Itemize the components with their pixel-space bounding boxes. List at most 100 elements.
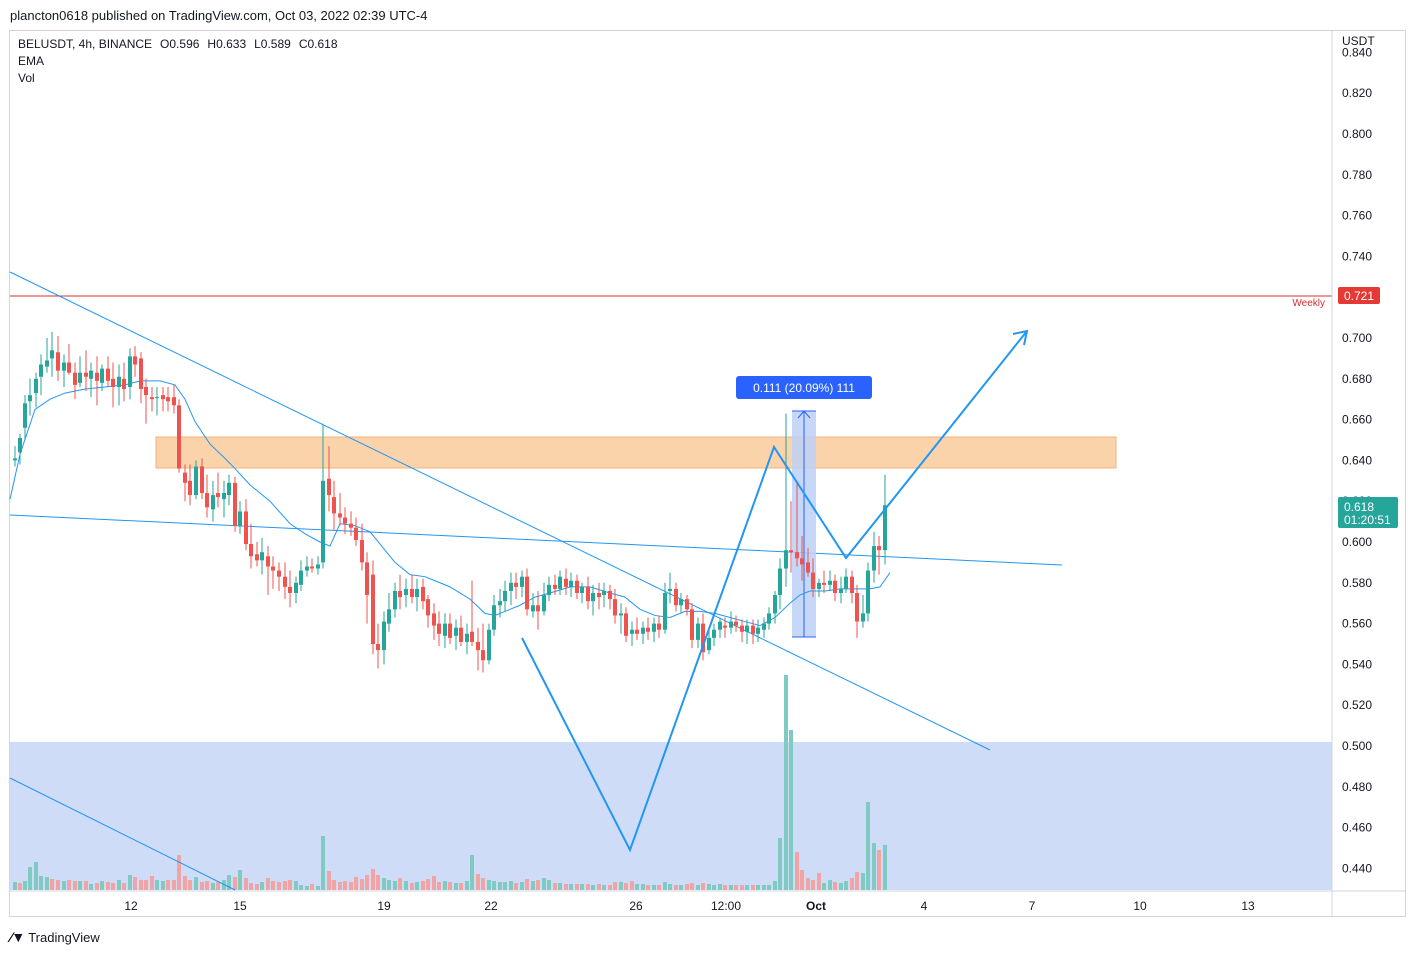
- candle[interactable]: [718, 617, 722, 638]
- candle[interactable]: [260, 537, 264, 575]
- candle[interactable]: [205, 474, 209, 518]
- candle[interactable]: [580, 582, 584, 604]
- demand-zone[interactable]: [10, 742, 1332, 890]
- candle[interactable]: [602, 582, 606, 608]
- neckline-trendline[interactable]: [9, 514, 1063, 566]
- candle[interactable]: [122, 362, 126, 402]
- candle[interactable]: [67, 344, 71, 375]
- candle[interactable]: [564, 568, 568, 596]
- candle[interactable]: [45, 338, 49, 373]
- candle[interactable]: [839, 576, 843, 604]
- candle[interactable]: [646, 617, 650, 640]
- candle[interactable]: [18, 433, 22, 465]
- candle[interactable]: [734, 615, 738, 632]
- candle[interactable]: [448, 613, 452, 644]
- candle[interactable]: [387, 593, 391, 632]
- candle[interactable]: [211, 480, 215, 522]
- candle[interactable]: [685, 595, 689, 616]
- candle[interactable]: [222, 480, 226, 518]
- candle[interactable]: [200, 458, 204, 500]
- candle[interactable]: [569, 572, 573, 598]
- candle[interactable]: [877, 535, 881, 575]
- candle[interactable]: [95, 356, 99, 406]
- candle[interactable]: [39, 354, 43, 396]
- candle[interactable]: [630, 621, 634, 647]
- candle[interactable]: [514, 572, 518, 600]
- candle[interactable]: [712, 623, 716, 647]
- candle[interactable]: [117, 364, 121, 406]
- candle[interactable]: [78, 356, 82, 387]
- candle[interactable]: [641, 621, 645, 644]
- candle[interactable]: [194, 460, 198, 500]
- candle[interactable]: [597, 582, 601, 610]
- candle[interactable]: [558, 570, 562, 596]
- candle[interactable]: [542, 582, 546, 616]
- candle[interactable]: [299, 560, 303, 591]
- candle[interactable]: [668, 572, 672, 604]
- candle[interactable]: [255, 542, 259, 567]
- candle[interactable]: [321, 423, 325, 569]
- candle[interactable]: [619, 603, 623, 634]
- candle[interactable]: [872, 531, 876, 583]
- candle[interactable]: [365, 552, 369, 624]
- candle[interactable]: [84, 350, 88, 392]
- candle[interactable]: [166, 386, 170, 412]
- candle[interactable]: [73, 362, 77, 400]
- candle[interactable]: [393, 582, 397, 618]
- candle[interactable]: [624, 607, 628, 642]
- candle[interactable]: [811, 558, 815, 598]
- candle[interactable]: [690, 603, 694, 649]
- candle[interactable]: [767, 607, 771, 630]
- candle[interactable]: [283, 562, 287, 600]
- candle[interactable]: [288, 570, 292, 608]
- candle[interactable]: [128, 348, 132, 400]
- candle[interactable]: [100, 364, 104, 392]
- candle[interactable]: [498, 588, 502, 618]
- candle[interactable]: [591, 584, 595, 616]
- candle[interactable]: [150, 386, 154, 412]
- candle[interactable]: [244, 499, 248, 551]
- candle[interactable]: [421, 578, 425, 610]
- candle[interactable]: [343, 507, 347, 534]
- candle[interactable]: [795, 480, 799, 567]
- candle[interactable]: [487, 623, 491, 665]
- candle[interactable]: [674, 582, 678, 612]
- candle[interactable]: [34, 372, 38, 408]
- candle[interactable]: [575, 574, 579, 600]
- candle[interactable]: [740, 619, 744, 642]
- candle[interactable]: [866, 562, 870, 622]
- candle[interactable]: [476, 627, 480, 671]
- candle[interactable]: [635, 617, 639, 640]
- candle[interactable]: [227, 474, 231, 506]
- candle[interactable]: [454, 619, 458, 651]
- candle[interactable]: [432, 603, 436, 640]
- candle[interactable]: [883, 474, 887, 565]
- candle[interactable]: [729, 611, 733, 634]
- candle[interactable]: [762, 617, 766, 638]
- candle[interactable]: [238, 501, 242, 534]
- candle[interactable]: [310, 558, 314, 573]
- supply-zone[interactable]: [155, 436, 1117, 469]
- candle[interactable]: [360, 523, 364, 571]
- candle[interactable]: [465, 623, 469, 655]
- price-axis-ticks[interactable]: 0.8400.8200.8000.7800.7600.7400.7200.700…: [1342, 45, 1372, 875]
- candle[interactable]: [294, 576, 298, 604]
- candle[interactable]: [277, 562, 281, 591]
- candle[interactable]: [62, 354, 66, 387]
- candle[interactable]: [696, 617, 700, 649]
- candle[interactable]: [531, 593, 535, 618]
- candle[interactable]: [547, 576, 551, 602]
- candle[interactable]: [398, 574, 402, 610]
- candle[interactable]: [503, 580, 507, 612]
- candle[interactable]: [608, 584, 612, 610]
- candle[interactable]: [144, 378, 148, 424]
- candle[interactable]: [415, 578, 419, 612]
- candle[interactable]: [833, 574, 837, 602]
- candle[interactable]: [751, 619, 755, 644]
- ema-line[interactable]: [9, 380, 891, 627]
- candle[interactable]: [172, 384, 176, 414]
- candle[interactable]: [492, 595, 496, 636]
- candle[interactable]: [327, 446, 331, 512]
- candle[interactable]: [155, 386, 159, 416]
- descending-trendline[interactable]: [9, 271, 991, 751]
